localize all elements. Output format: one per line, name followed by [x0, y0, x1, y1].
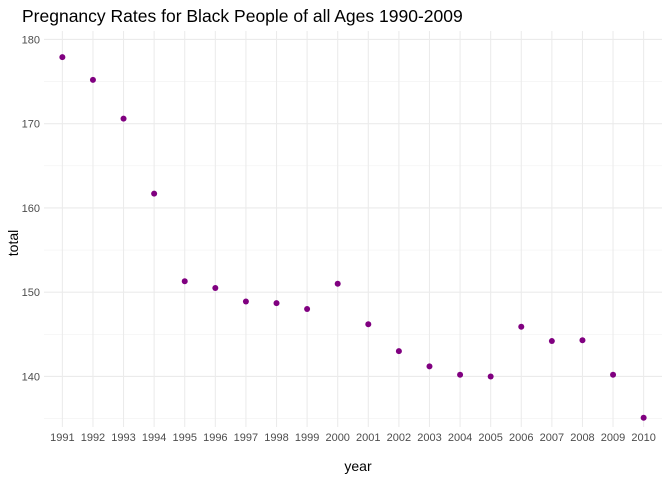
- y-tick-label: 170: [22, 119, 40, 131]
- chart-title: Pregnancy Rates for Black People of all …: [22, 6, 463, 26]
- x-tick-label: 1992: [81, 432, 105, 444]
- data-point: [365, 321, 372, 328]
- data-point: [89, 76, 96, 83]
- data-point: [59, 54, 66, 61]
- x-tick-label: 2005: [478, 432, 502, 444]
- data-point: [610, 371, 617, 378]
- data-point: [212, 284, 219, 291]
- x-tick-label: 1995: [172, 432, 196, 444]
- y-tick-label: 150: [22, 287, 40, 299]
- y-tick-label: 180: [22, 34, 40, 46]
- data-point: [548, 338, 555, 345]
- data-points: [59, 54, 647, 421]
- data-point: [334, 280, 341, 287]
- data-point: [120, 115, 127, 122]
- y-tick-label: 160: [22, 203, 40, 215]
- data-point: [242, 298, 249, 305]
- x-tick-label: 2004: [448, 432, 472, 444]
- data-point: [518, 323, 525, 330]
- x-axis-ticks: 1991 1992 1993 1994 1995 1996 1997 1998 1999 2000…: [50, 432, 656, 444]
- x-tick-label: 2000: [325, 432, 349, 444]
- x-tick-label: 1997: [234, 432, 258, 444]
- data-point: [395, 348, 402, 355]
- data-point: [304, 306, 311, 313]
- x-axis-title: year: [344, 458, 372, 474]
- data-point: [487, 373, 494, 380]
- x-tick-label: 2002: [387, 432, 411, 444]
- x-tick-label: 2001: [356, 432, 380, 444]
- x-tick-label: 2009: [601, 432, 625, 444]
- grid: [44, 31, 662, 427]
- data-point: [181, 278, 188, 285]
- y-axis-ticks: 140 150 160 170 180: [22, 34, 40, 383]
- y-tick-label: 140: [22, 371, 40, 383]
- data-point: [579, 337, 586, 344]
- x-tick-label: 2010: [631, 432, 655, 444]
- x-tick-label: 2008: [570, 432, 594, 444]
- data-point: [640, 414, 647, 421]
- x-tick-label: 1993: [111, 432, 135, 444]
- x-tick-label: 2007: [540, 432, 564, 444]
- x-tick-label: 1996: [203, 432, 227, 444]
- x-tick-label: 1998: [264, 432, 288, 444]
- data-point: [151, 190, 158, 197]
- y-axis-title: total: [5, 230, 21, 256]
- x-tick-label: 1999: [295, 432, 319, 444]
- x-tick-label: 1991: [50, 432, 74, 444]
- data-point: [273, 300, 280, 307]
- x-tick-label: 2006: [509, 432, 533, 444]
- x-tick-label: 1994: [142, 432, 166, 444]
- data-point: [457, 371, 464, 378]
- x-tick-label: 2003: [417, 432, 441, 444]
- data-point: [426, 363, 433, 370]
